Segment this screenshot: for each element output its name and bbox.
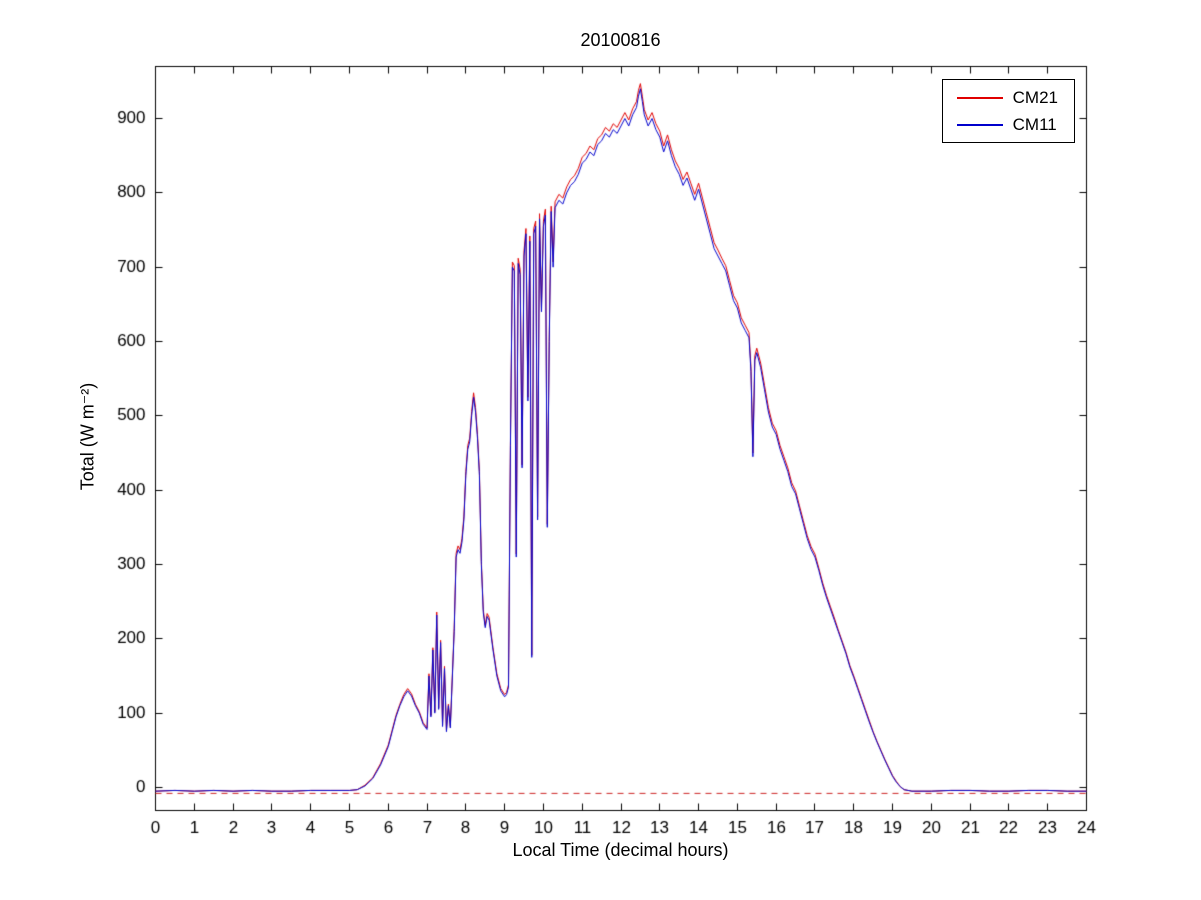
cm21-line-swatch: [956, 96, 1003, 99]
legend-label-cm11: CM11: [1012, 115, 1057, 134]
x-axis-label: Local Time (decimal hours): [512, 840, 729, 860]
legend-label-cm21: CM21: [1012, 88, 1058, 107]
legend-box: CM21 CM11: [941, 79, 1075, 143]
cm11-line-swatch: [956, 123, 1003, 126]
chart-title: 20100816: [580, 30, 661, 50]
legend-item-cm11: CM11: [956, 115, 1058, 134]
y-axis-label: Total (W m⁻²): [77, 382, 98, 491]
legend-item-cm21: CM21: [956, 88, 1058, 107]
